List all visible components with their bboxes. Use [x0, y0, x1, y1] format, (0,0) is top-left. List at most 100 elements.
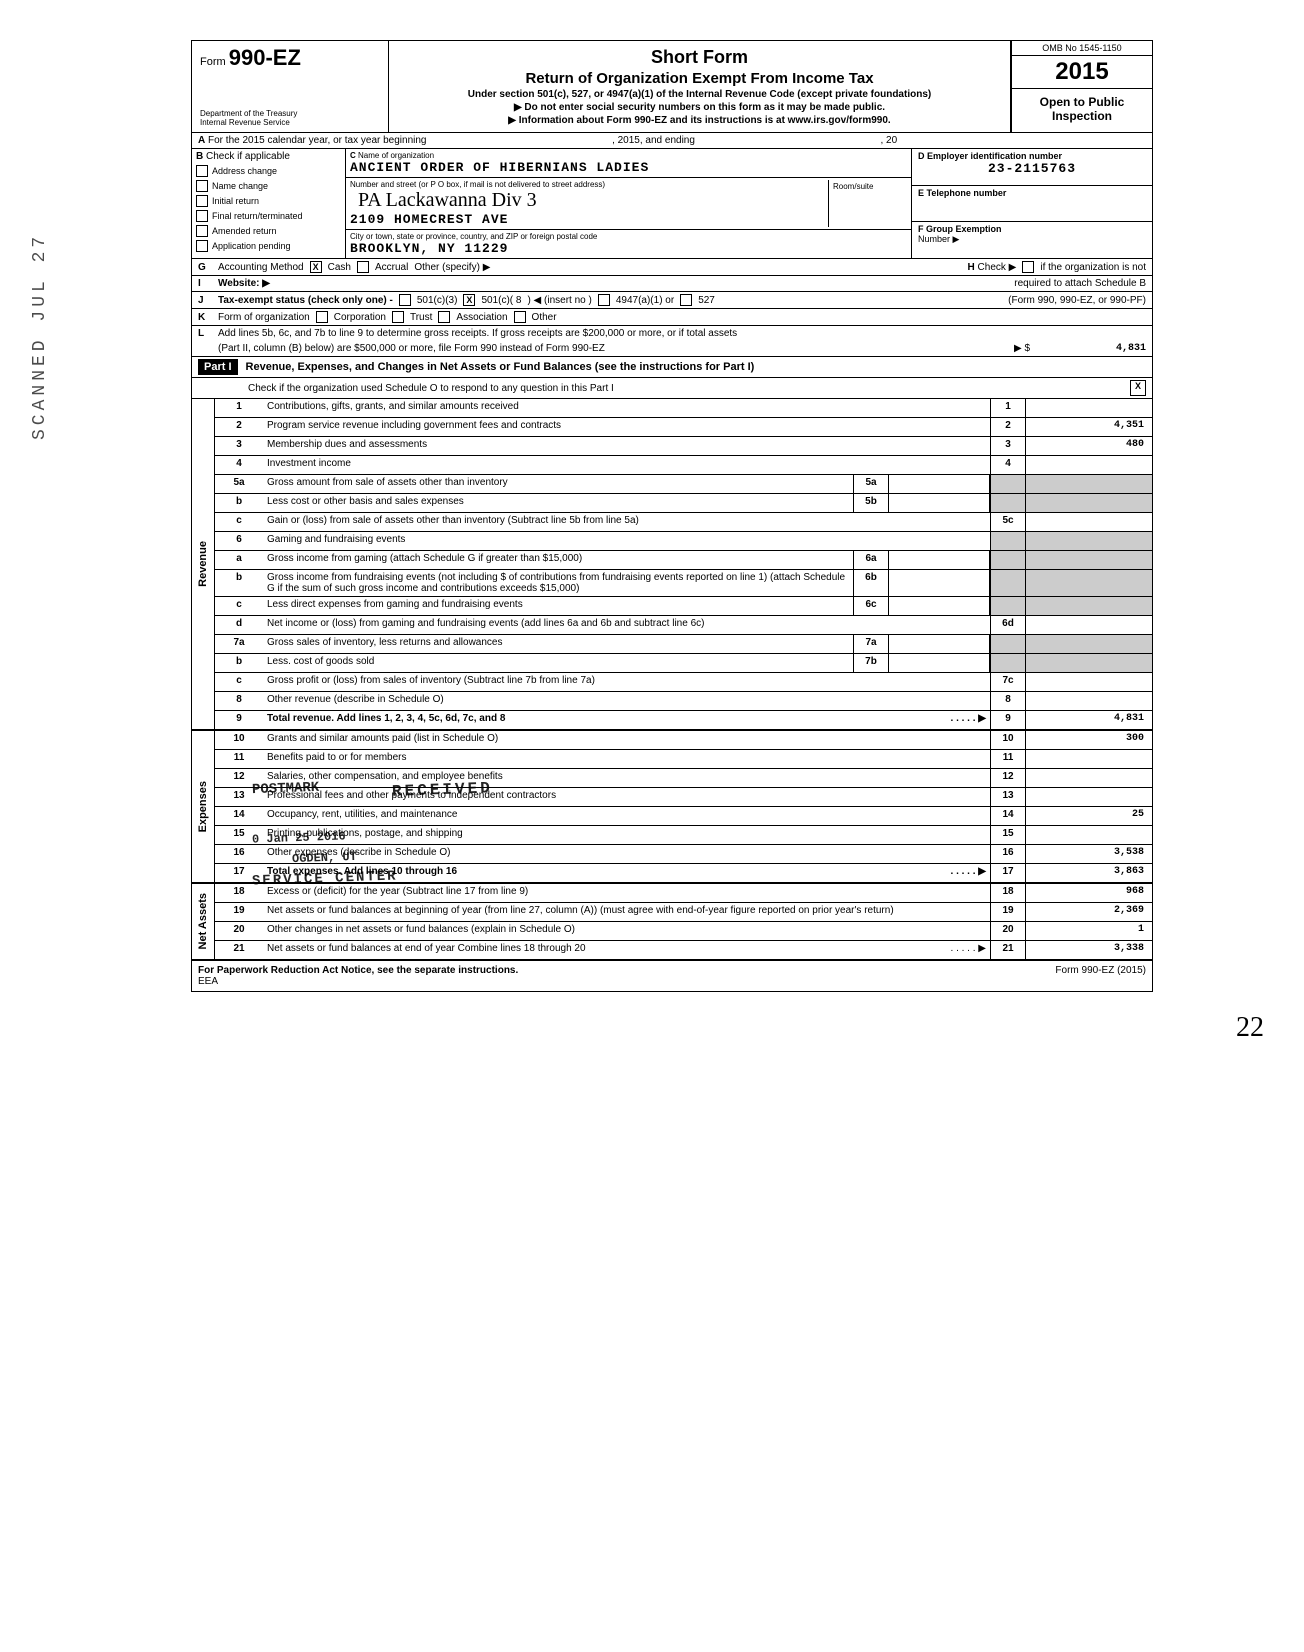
- chk-501c[interactable]: [463, 294, 475, 306]
- line-box: 13: [990, 788, 1026, 806]
- line-text: Gross income from gaming (attach Schedul…: [263, 551, 853, 569]
- chk-association[interactable]: [438, 311, 450, 323]
- mid-box: 5b: [853, 494, 889, 512]
- line-row: bLess cost or other basis and sales expe…: [215, 493, 1152, 512]
- expenses-label: Expenses: [195, 777, 211, 836]
- lbl-other-specify: Other (specify) ▶: [414, 262, 490, 273]
- shaded-box: [990, 654, 1026, 672]
- chk-trust[interactable]: [392, 311, 404, 323]
- line-text: Gross income from fundraising events (no…: [263, 570, 853, 596]
- line-num: 8: [215, 692, 263, 710]
- line-num: c: [215, 673, 263, 691]
- main-info: B Check if applicable Address change Nam…: [192, 149, 1152, 259]
- row-a-text1: For the 2015 calendar year, or tax year …: [208, 135, 426, 146]
- line-num: 1: [215, 399, 263, 417]
- line-text: Gaming and fundraising events: [263, 532, 990, 550]
- line-val: [1026, 826, 1152, 844]
- chk-address-change[interactable]: [196, 165, 208, 177]
- chk-name-change[interactable]: [196, 180, 208, 192]
- form-990ez: Form 990-EZ Department of the Treasury I…: [191, 40, 1153, 992]
- line-text: Excess or (deficit) for the year (Subtra…: [263, 884, 990, 902]
- line-text: Net assets or fund balances at end of ye…: [263, 941, 990, 959]
- e-label: E Telephone number: [918, 188, 1006, 198]
- line-val: [1026, 750, 1152, 768]
- chk-501c3[interactable]: [399, 294, 411, 306]
- shaded-box: [990, 475, 1026, 493]
- line-val: 4,351: [1026, 418, 1152, 436]
- line-box: 3: [990, 437, 1026, 455]
- line-box: 9: [990, 711, 1026, 729]
- line-box: 4: [990, 456, 1026, 474]
- part1-check-text: Check if the organization used Schedule …: [248, 383, 614, 394]
- chk-4947[interactable]: [598, 294, 610, 306]
- street-address: 2109 HOMECREST AVE: [350, 212, 828, 227]
- line-val: [1026, 616, 1152, 634]
- line-val: 25: [1026, 807, 1152, 825]
- line-text: Grants and similar amounts paid (list in…: [263, 731, 990, 749]
- form-number: 990-EZ: [229, 45, 301, 70]
- line-row: bGross income from fundraising events (n…: [215, 569, 1152, 596]
- chk-amended-return[interactable]: [196, 225, 208, 237]
- chk-accrual[interactable]: [357, 261, 369, 273]
- part1-check-row: Check if the organization used Schedule …: [192, 378, 1152, 399]
- instr-url: ▶ Information about Form 990-EZ and its …: [393, 115, 1006, 126]
- website-label: Website: ▶: [218, 278, 270, 289]
- line-val: [1026, 513, 1152, 531]
- line-num: 10: [215, 731, 263, 749]
- chk-527[interactable]: [680, 294, 692, 306]
- chk-final-return[interactable]: [196, 210, 208, 222]
- chk-corporation[interactable]: [316, 311, 328, 323]
- line-num: c: [215, 597, 263, 615]
- d-label: D Employer identification number: [918, 151, 1062, 161]
- line-row: 5aGross amount from sale of assets other…: [215, 474, 1152, 493]
- chk-schedule-b[interactable]: [1022, 261, 1034, 273]
- line-row: 18Excess or (deficit) for the year (Subt…: [215, 884, 1152, 902]
- chk-other-org[interactable]: [514, 311, 526, 323]
- dept-treasury: Department of the Treasury: [200, 109, 380, 119]
- lbl-name-change: Name change: [212, 181, 268, 191]
- name-label: Name of organization: [358, 151, 434, 160]
- line-box: 8: [990, 692, 1026, 710]
- label-g: G: [198, 262, 212, 273]
- line-text: Occupancy, rent, utilities, and maintena…: [263, 807, 990, 825]
- tax-exempt-label: Tax-exempt status (check only one) -: [218, 295, 393, 306]
- line-row: dNet income or (loss) from gaming and fu…: [215, 615, 1152, 634]
- lbl-corporation: Corporation: [334, 312, 386, 323]
- lbl-amended-return: Amended return: [212, 226, 277, 236]
- line-row: 1Contributions, gifts, grants, and simil…: [215, 399, 1152, 417]
- line-box: 5c: [990, 513, 1026, 531]
- mid-box: 5a: [853, 475, 889, 493]
- line-row: 14Occupancy, rent, utilities, and mainte…: [215, 806, 1152, 825]
- h-text3: required to attach Schedule B: [1014, 278, 1146, 289]
- mid-box: 6b: [853, 570, 889, 596]
- line-num: 20: [215, 922, 263, 940]
- addr-label: Number and street (or P O box, if mail i…: [350, 180, 828, 189]
- h-text2: if the organization is not: [1040, 262, 1146, 273]
- line-row: 10Grants and similar amounts paid (list …: [215, 731, 1152, 749]
- line-box: 14: [990, 807, 1026, 825]
- chk-schedule-o[interactable]: [1130, 380, 1146, 396]
- chk-application-pending[interactable]: [196, 240, 208, 252]
- row-l2: (Part II, column (B) below) are $500,000…: [192, 341, 1152, 357]
- chk-initial-return[interactable]: [196, 195, 208, 207]
- row-k: K Form of organization Corporation Trust…: [192, 309, 1152, 326]
- lbl-accrual: Accrual: [375, 262, 408, 273]
- row-l-text1: Add lines 5b, 6c, and 7b to line 9 to de…: [218, 328, 737, 339]
- line-text: Benefits paid to or for members: [263, 750, 990, 768]
- chk-cash[interactable]: [310, 261, 322, 273]
- line-row: 2Program service revenue including gover…: [215, 417, 1152, 436]
- row-a-text2: , 2015, and ending: [612, 135, 695, 146]
- org-name: ANCIENT ORDER OF HIBERNIANS LADIES: [350, 160, 907, 175]
- line-text: Less direct expenses from gaming and fun…: [263, 597, 853, 615]
- form-header: Form 990-EZ Department of the Treasury I…: [192, 41, 1152, 133]
- part1-label: Part I: [198, 359, 238, 375]
- footer: For Paperwork Reduction Act Notice, see …: [192, 961, 1152, 991]
- line-row: aGross income from gaming (attach Schedu…: [215, 550, 1152, 569]
- part1-title: Revenue, Expenses, and Changes in Net As…: [246, 361, 1152, 373]
- line-num: b: [215, 654, 263, 672]
- line-row: 3Membership dues and assessments3480: [215, 436, 1152, 455]
- ogden-stamp: OGDEN, UT: [292, 850, 357, 866]
- f-label2: Number ▶: [918, 234, 1146, 245]
- lbl-application-pending: Application pending: [212, 241, 291, 251]
- received-stamp: RECEIVED: [392, 779, 493, 801]
